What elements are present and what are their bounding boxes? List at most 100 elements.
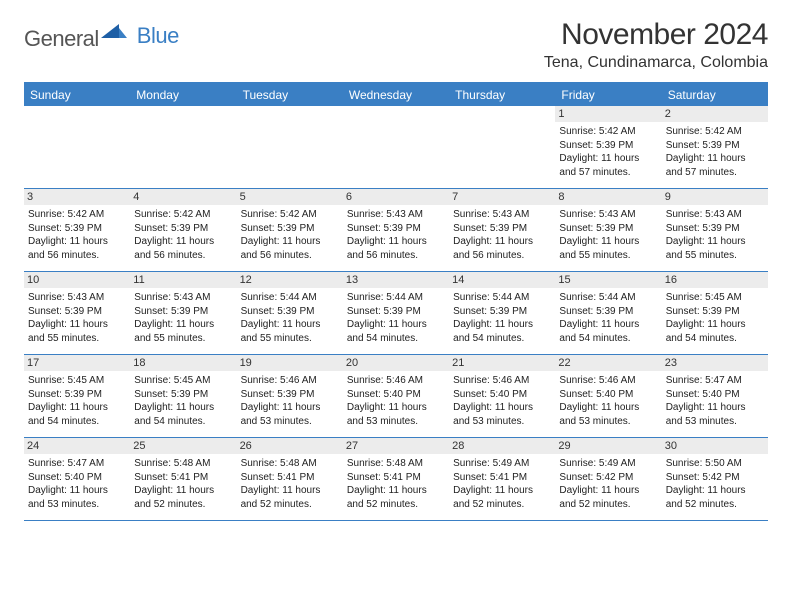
day-sunset: Sunset: 5:39 PM <box>453 305 551 319</box>
day-cell <box>237 106 343 188</box>
day-sunset: Sunset: 5:39 PM <box>347 222 445 236</box>
day-daylight2: and 52 minutes. <box>453 498 551 512</box>
day-daylight1: Daylight: 11 hours <box>559 152 657 166</box>
day-daylight2: and 53 minutes. <box>347 415 445 429</box>
day-sunrise: Sunrise: 5:47 AM <box>28 457 126 471</box>
calendar-page: General Blue November 2024 Tena, Cundina… <box>0 0 792 531</box>
day-number: 21 <box>449 355 555 371</box>
day-daylight2: and 54 minutes. <box>559 332 657 346</box>
day-daylight2: and 54 minutes. <box>666 332 764 346</box>
day-daylight2: and 53 minutes. <box>241 415 339 429</box>
day-number: 18 <box>130 355 236 371</box>
day-sunset: Sunset: 5:40 PM <box>347 388 445 402</box>
day-number: 2 <box>662 106 768 122</box>
day-body: Sunrise: 5:50 AMSunset: 5:42 PMDaylight:… <box>666 457 764 511</box>
day-sunset: Sunset: 5:41 PM <box>453 471 551 485</box>
day-number: 14 <box>449 272 555 288</box>
day-body: Sunrise: 5:43 AMSunset: 5:39 PMDaylight:… <box>28 291 126 345</box>
day-sunrise: Sunrise: 5:43 AM <box>666 208 764 222</box>
day-cell: 14Sunrise: 5:44 AMSunset: 5:39 PMDayligh… <box>449 272 555 354</box>
day-sunset: Sunset: 5:39 PM <box>453 222 551 236</box>
day-body: Sunrise: 5:45 AMSunset: 5:39 PMDaylight:… <box>134 374 232 428</box>
day-cell: 6Sunrise: 5:43 AMSunset: 5:39 PMDaylight… <box>343 189 449 271</box>
day-sunrise: Sunrise: 5:47 AM <box>666 374 764 388</box>
day-daylight2: and 53 minutes. <box>453 415 551 429</box>
day-daylight1: Daylight: 11 hours <box>559 235 657 249</box>
day-sunset: Sunset: 5:39 PM <box>559 222 657 236</box>
day-daylight1: Daylight: 11 hours <box>241 318 339 332</box>
day-sunset: Sunset: 5:39 PM <box>241 388 339 402</box>
day-cell: 24 Sunrise: 5:47 AMSunset: 5:40 PMDayligh… <box>24 438 130 520</box>
day-sunset: Sunset: 5:39 PM <box>666 222 764 236</box>
day-sunset: Sunset: 5:41 PM <box>347 471 445 485</box>
day-number: 24 <box>24 438 130 454</box>
day-daylight1: Daylight: 11 hours <box>453 235 551 249</box>
day-daylight1: Daylight: 11 hours <box>28 318 126 332</box>
day-sunrise: Sunrise: 5:44 AM <box>241 291 339 305</box>
day-number <box>24 106 130 122</box>
day-body: Sunrise: 5:46 AMSunset: 5:39 PMDaylight:… <box>241 374 339 428</box>
day-body: Sunrise: 5:44 AMSunset: 5:39 PMDaylight:… <box>559 291 657 345</box>
day-daylight2: and 55 minutes. <box>666 249 764 263</box>
day-cell: 18 Sunrise: 5:45 AMSunset: 5:39 PMDayligh… <box>130 355 236 437</box>
day-daylight2: and 55 minutes. <box>241 332 339 346</box>
day-body: Sunrise: 5:49 AMSunset: 5:42 PMDaylight:… <box>559 457 657 511</box>
weekday-header: Sunday <box>24 84 130 106</box>
day-cell: 7Sunrise: 5:43 AMSunset: 5:39 PMDaylight… <box>449 189 555 271</box>
day-cell: 5Sunrise: 5:42 AMSunset: 5:39 PMDaylight… <box>237 189 343 271</box>
day-cell <box>24 106 130 188</box>
day-daylight1: Daylight: 11 hours <box>666 484 764 498</box>
day-daylight2: and 54 minutes. <box>28 415 126 429</box>
day-sunset: Sunset: 5:40 PM <box>453 388 551 402</box>
day-daylight2: and 54 minutes. <box>453 332 551 346</box>
day-sunrise: Sunrise: 5:42 AM <box>241 208 339 222</box>
weekday-header: Saturday <box>662 84 768 106</box>
day-cell: 17Sunrise: 5:45 AMSunset: 5:39 PMDayligh… <box>24 355 130 437</box>
day-number: 16 <box>662 272 768 288</box>
day-daylight2: and 52 minutes. <box>559 498 657 512</box>
day-cell: 10Sunrise: 5:43 AMSunset: 5:39 PMDayligh… <box>24 272 130 354</box>
day-daylight1: Daylight: 11 hours <box>241 484 339 498</box>
day-daylight2: and 54 minutes. <box>347 332 445 346</box>
day-number <box>449 106 555 122</box>
day-sunrise: Sunrise: 5:46 AM <box>347 374 445 388</box>
day-body: Sunrise: 5:46 AMSunset: 5:40 PMDaylight:… <box>453 374 551 428</box>
day-daylight2: and 52 minutes. <box>347 498 445 512</box>
day-cell: 30 Sunrise: 5:50 AMSunset: 5:42 PMDayligh… <box>662 438 768 520</box>
day-sunset: Sunset: 5:39 PM <box>241 305 339 319</box>
weekday-header: Thursday <box>449 84 555 106</box>
day-sunrise: Sunrise: 5:44 AM <box>559 291 657 305</box>
day-daylight1: Daylight: 11 hours <box>347 484 445 498</box>
day-sunset: Sunset: 5:39 PM <box>241 222 339 236</box>
day-daylight2: and 55 minutes. <box>28 332 126 346</box>
day-daylight2: and 56 minutes. <box>241 249 339 263</box>
day-number: 19 <box>237 355 343 371</box>
day-daylight1: Daylight: 11 hours <box>666 152 764 166</box>
day-number: 13 <box>343 272 449 288</box>
day-body: Sunrise: 5:42 AMSunset: 5:39 PMDaylight:… <box>559 125 657 179</box>
day-daylight2: and 56 minutes. <box>134 249 232 263</box>
weekday-header: Monday <box>130 84 236 106</box>
day-cell: 27Sunrise: 5:48 AMSunset: 5:41 PMDayligh… <box>343 438 449 520</box>
day-sunrise: Sunrise: 5:48 AM <box>347 457 445 471</box>
day-daylight1: Daylight: 11 hours <box>666 401 764 415</box>
day-cell: 20Sunrise: 5:46 AMSunset: 5:40 PMDayligh… <box>343 355 449 437</box>
day-daylight1: Daylight: 11 hours <box>134 318 232 332</box>
day-body: Sunrise: 5:42 AMSunset: 5:39 PMDaylight:… <box>241 208 339 262</box>
day-body: Sunrise: 5:48 AMSunset: 5:41 PMDaylight:… <box>241 457 339 511</box>
day-cell: 25Sunrise: 5:48 AMSunset: 5:41 PMDayligh… <box>130 438 236 520</box>
week-row: 10Sunrise: 5:43 AMSunset: 5:39 PMDayligh… <box>24 272 768 355</box>
day-sunrise: Sunrise: 5:43 AM <box>134 291 232 305</box>
day-cell <box>449 106 555 188</box>
day-sunrise: Sunrise: 5:48 AM <box>134 457 232 471</box>
logo-text-blue: Blue <box>137 23 179 49</box>
day-sunset: Sunset: 5:39 PM <box>134 388 232 402</box>
logo-text-general: General <box>24 26 99 52</box>
day-body: Sunrise: 5:42 AMSunset: 5:39 PMDaylight:… <box>28 208 126 262</box>
day-daylight1: Daylight: 11 hours <box>347 235 445 249</box>
day-number: 30 <box>662 438 768 454</box>
day-sunrise: Sunrise: 5:42 AM <box>134 208 232 222</box>
day-body: Sunrise: 5:47 AMSunset: 5:40 PMDaylight:… <box>28 457 126 511</box>
day-cell: 15Sunrise: 5:44 AMSunset: 5:39 PMDayligh… <box>555 272 661 354</box>
day-sunrise: Sunrise: 5:45 AM <box>666 291 764 305</box>
